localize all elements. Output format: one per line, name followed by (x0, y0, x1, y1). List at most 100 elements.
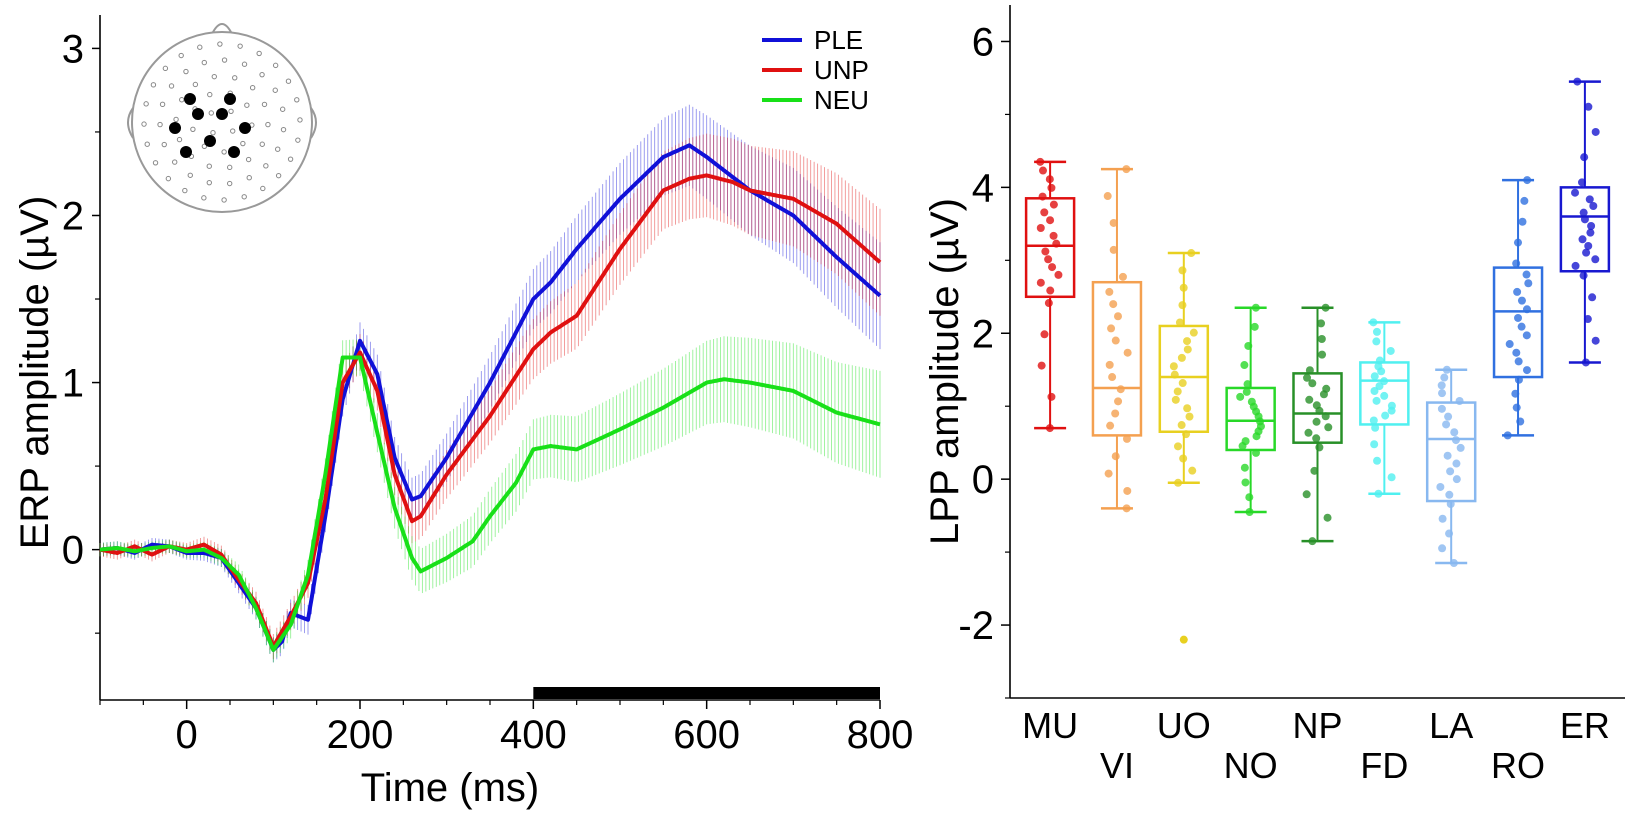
electrode-dot (272, 87, 278, 93)
data-point (1241, 437, 1250, 446)
legend-label-ple: PLE (814, 25, 863, 55)
data-point (1437, 381, 1446, 390)
data-point (1183, 337, 1192, 346)
data-point (1251, 448, 1260, 457)
data-point (1372, 337, 1381, 346)
data-point (1503, 431, 1512, 440)
data-point (1105, 360, 1114, 369)
category-label-la: LA (1429, 705, 1473, 746)
data-point (1580, 153, 1589, 162)
x-tick-label: 200 (327, 713, 394, 757)
y-tick-label: 0 (972, 458, 994, 502)
legend-label-neu: NEU (814, 85, 869, 115)
electrode-dot (165, 175, 172, 182)
data-point (1380, 391, 1389, 400)
electrode-dot (206, 179, 212, 186)
data-point (1438, 389, 1447, 398)
data-point (1523, 176, 1532, 185)
data-point (1312, 401, 1321, 410)
data-point (1369, 416, 1378, 425)
data-point (1111, 452, 1120, 461)
electrode-dot (197, 44, 203, 50)
category-label-vi: VI (1100, 745, 1134, 786)
data-point (1520, 196, 1529, 205)
electrode-dot (246, 174, 252, 181)
electrode-dot (192, 81, 199, 88)
data-point (1241, 478, 1250, 487)
y-tick-label: 2 (62, 194, 84, 238)
data-point (1511, 389, 1520, 398)
electrode-dot (279, 106, 286, 112)
electrode-dot (297, 117, 303, 123)
data-point (1442, 420, 1451, 429)
data-point (1318, 350, 1327, 359)
data-point (1185, 412, 1194, 421)
data-point (1245, 507, 1254, 516)
data-point (1438, 514, 1447, 523)
box-np (1292, 303, 1343, 546)
data-point (1118, 272, 1127, 281)
left-ear-shape (127, 107, 134, 139)
data-point (1054, 270, 1063, 279)
data-point (1179, 454, 1188, 463)
x-tick-label: 600 (673, 713, 740, 757)
box-er (1559, 77, 1611, 367)
electrode-dot (141, 121, 147, 127)
electrode-dot (272, 62, 279, 69)
data-point (1513, 287, 1522, 296)
data-point (1514, 357, 1523, 366)
data-point (1446, 467, 1455, 476)
data-point (1114, 397, 1123, 406)
data-point (1173, 442, 1182, 451)
category-label-mu: MU (1022, 705, 1078, 746)
data-point (1308, 537, 1317, 546)
data-point (1583, 315, 1592, 324)
data-point (1440, 373, 1449, 382)
data-point (1304, 428, 1313, 437)
electrode-dot (221, 197, 227, 203)
data-point (1113, 312, 1122, 321)
data-point (1371, 423, 1380, 432)
data-point (1243, 380, 1252, 389)
data-point (1455, 397, 1464, 405)
data-point (1052, 239, 1061, 248)
data-point (1189, 328, 1198, 337)
data-point (1108, 373, 1117, 382)
data-point (1387, 401, 1396, 410)
data-point (1179, 283, 1188, 292)
data-point (1446, 499, 1455, 508)
electrode-dot (259, 141, 265, 147)
data-point (1123, 348, 1132, 357)
data-point (1517, 322, 1526, 331)
data-point (1584, 241, 1593, 250)
data-point (1375, 356, 1384, 365)
electrode-dot (221, 57, 228, 63)
electrode-dot (176, 136, 183, 143)
analysis-window-bar (533, 687, 880, 699)
data-point (1109, 300, 1118, 309)
data-point (1589, 202, 1598, 211)
data-point (1174, 478, 1183, 487)
data-point (1591, 336, 1600, 345)
data-point (1579, 208, 1588, 217)
head-outline (131, 31, 313, 213)
data-point (1584, 102, 1593, 111)
data-point (1522, 305, 1531, 314)
selected-electrode (239, 122, 251, 134)
box-iqr (1292, 372, 1343, 444)
electrode-dot (226, 180, 233, 187)
data-point (1370, 372, 1379, 381)
data-point (1591, 255, 1600, 264)
data-point (1324, 423, 1333, 432)
electrode-dot (208, 110, 214, 116)
data-point (1305, 366, 1314, 375)
data-point (1036, 224, 1045, 233)
electrode-dot (201, 143, 208, 149)
electrode-dot (173, 116, 179, 123)
data-point (1443, 451, 1452, 460)
data-point (1372, 396, 1381, 405)
electrode-dot (228, 108, 234, 114)
data-point (1310, 466, 1319, 475)
data-point (1037, 361, 1046, 370)
data-point (1247, 397, 1256, 406)
